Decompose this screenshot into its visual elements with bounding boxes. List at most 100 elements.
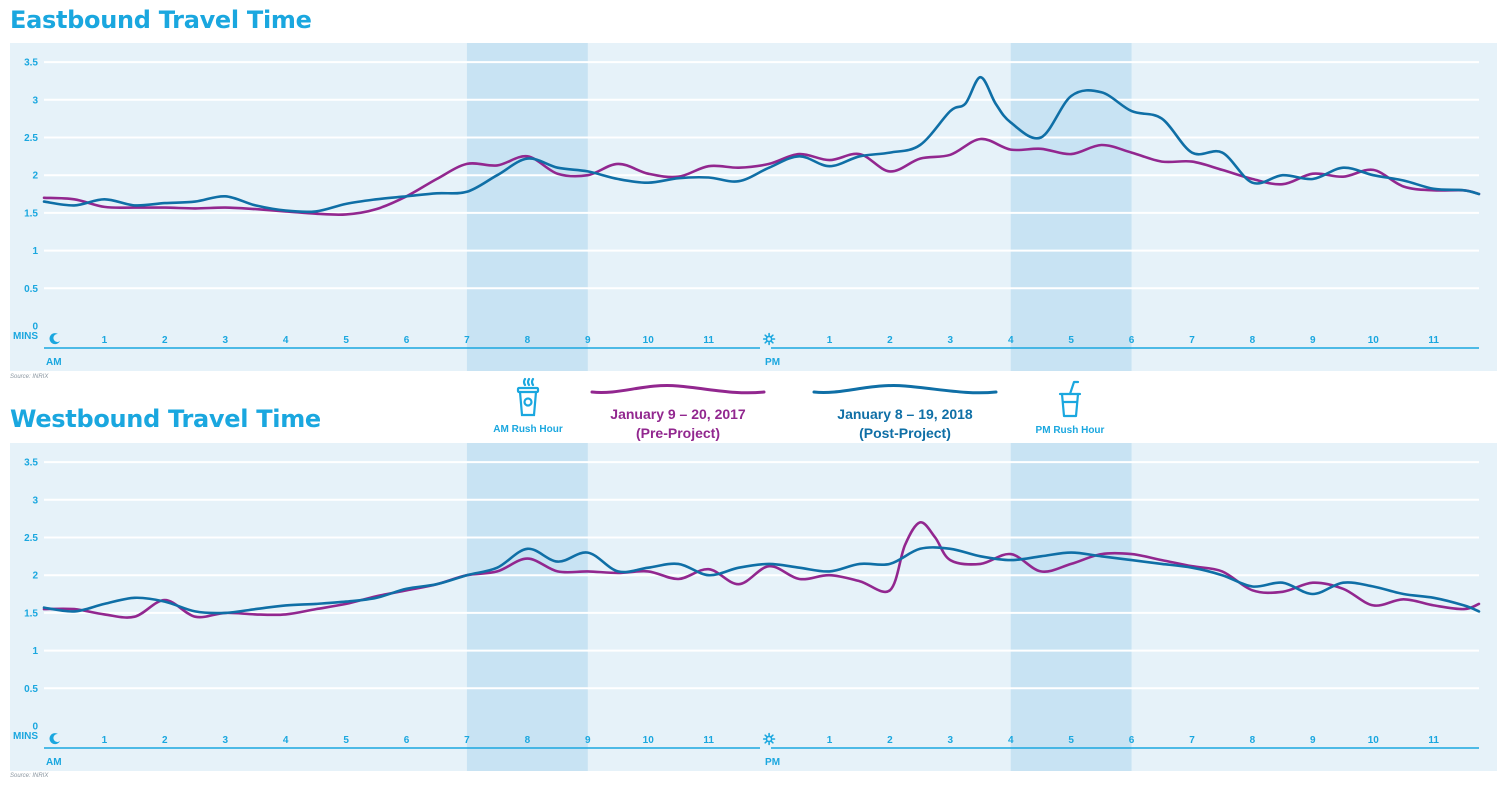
westbound-x-tick-label: 10 bbox=[1368, 735, 1380, 746]
eastbound-y-tick-label: 1.5 bbox=[24, 208, 38, 219]
westbound-pm-label: PM bbox=[765, 757, 780, 768]
eastbound-y-tick-label: 2.5 bbox=[24, 133, 38, 144]
eastbound-x-tick-label: 3 bbox=[222, 335, 228, 346]
westbound-x-tick-label: 8 bbox=[1250, 735, 1256, 746]
eastbound-x-tick-label: 8 bbox=[1250, 335, 1256, 346]
legend-pm-rush-label: PM Rush Hour bbox=[1035, 425, 1105, 436]
westbound-x-tick-label: 5 bbox=[343, 735, 349, 746]
westbound-x-tick-label: 5 bbox=[1068, 735, 1074, 746]
eastbound-y-tick-label: 3 bbox=[32, 95, 38, 106]
eastbound-x-tick-label: 6 bbox=[1129, 335, 1135, 346]
eastbound-am-label: AM bbox=[46, 357, 62, 368]
westbound-chart: 0 0.5 1 1.5 2 2.5 3 3.5 MINS 1 2 3 4 5 6 7 8 9 10 11 1 2 3 4 5 6 7… bbox=[0, 443, 1497, 771]
legend-post-project: January 8 – 19, 2018 (Post-Project) bbox=[812, 380, 998, 443]
westbound-x-tick-label: 9 bbox=[585, 735, 591, 746]
westbound-y-tick-label: 1 bbox=[32, 646, 38, 657]
eastbound-x-tick-label: 1 bbox=[827, 335, 833, 346]
eastbound-y-tick-label: 3.5 bbox=[24, 58, 38, 69]
legend-pre-project: January 9 – 20, 2017 (Pre-Project) bbox=[590, 380, 766, 443]
westbound-y-tick-label: 2.5 bbox=[24, 533, 38, 544]
eastbound-x-tick-label: 11 bbox=[1428, 335, 1439, 346]
legend-post-label-line1: January 8 – 19, 2018 bbox=[837, 406, 973, 422]
soda-cup-icon bbox=[1058, 380, 1082, 418]
eastbound-x-tick-label: 2 bbox=[887, 335, 893, 346]
eastbound-x-tick-label: 3 bbox=[948, 335, 954, 346]
eastbound-chart-title: Eastbound Travel Time bbox=[10, 6, 312, 34]
westbound-x-tick-label: 7 bbox=[464, 735, 470, 746]
eastbound-x-tick-label: 9 bbox=[585, 335, 591, 346]
westbound-y-tick-label: 1.5 bbox=[24, 608, 38, 619]
westbound-x-tick-label: 7 bbox=[1189, 735, 1195, 746]
eastbound-chart: 0 0.5 1 1.5 2 2.5 3 3.5 MINS 1 2 3 4 5 6 7 8 9 10 11 1 2 3 4 5 6 7… bbox=[0, 43, 1497, 371]
westbound-x-tick-label: 8 bbox=[525, 735, 531, 746]
westbound-x-tick-label: 3 bbox=[222, 735, 228, 746]
westbound-x-tick-label: 4 bbox=[283, 735, 289, 746]
westbound-x-tick-label: 6 bbox=[404, 735, 410, 746]
eastbound-x-tick-label: 4 bbox=[283, 335, 289, 346]
eastbound-x-tick-label: 5 bbox=[343, 335, 349, 346]
westbound-x-tick-label: 9 bbox=[1310, 735, 1316, 746]
westbound-x-tick-label: 4 bbox=[1008, 735, 1014, 746]
eastbound-pm-rush-band bbox=[1010, 43, 1132, 371]
westbound-x-tick-label: 3 bbox=[948, 735, 954, 746]
westbound-x-tick-label: 1 bbox=[827, 735, 833, 746]
eastbound-x-tick-label: 2 bbox=[162, 335, 168, 346]
eastbound-y-tick-label: 2 bbox=[32, 171, 38, 182]
eastbound-series-line-post-project bbox=[42, 75, 1481, 214]
eastbound-pm-label: PM bbox=[765, 357, 780, 368]
westbound-x-tick-label: 2 bbox=[162, 735, 168, 746]
eastbound-y-axis-label: MINS bbox=[13, 331, 38, 342]
legend-pm-rush-hour: PM Rush Hour bbox=[1030, 380, 1110, 436]
moon-icon bbox=[49, 333, 60, 345]
westbound-y-tick-label: 0 bbox=[32, 722, 38, 733]
legend-post-label-line2: (Post-Project) bbox=[859, 425, 951, 441]
eastbound-x-tick-label: 7 bbox=[464, 335, 470, 346]
eastbound-y-tick-label: 0 bbox=[32, 322, 38, 333]
legend-am-rush-label: AM Rush Hour bbox=[493, 424, 563, 435]
westbound-plot-background bbox=[10, 443, 1497, 771]
eastbound-source-note: Source: INRIX bbox=[10, 374, 49, 380]
eastbound-x-tick-label: 4 bbox=[1008, 335, 1014, 346]
moon-icon bbox=[49, 733, 60, 745]
westbound-x-tick-label: 11 bbox=[1428, 735, 1439, 746]
westbound-chart-title: Westbound Travel Time bbox=[10, 405, 321, 433]
westbound-x-tick-label: 6 bbox=[1129, 735, 1135, 746]
eastbound-am-rush-band bbox=[466, 43, 588, 371]
eastbound-x-tick-label: 6 bbox=[404, 335, 410, 346]
westbound-y-tick-label: 2 bbox=[32, 571, 38, 582]
eastbound-x-tick-label: 9 bbox=[1310, 335, 1316, 346]
eastbound-x-tick-label: 5 bbox=[1068, 335, 1074, 346]
eastbound-y-tick-label: 1 bbox=[32, 246, 38, 257]
westbound-x-tick-label: 1 bbox=[102, 735, 108, 746]
eastbound-x-tick-label: 8 bbox=[525, 335, 531, 346]
legend-am-rush-hour: AM Rush Hour bbox=[488, 377, 568, 435]
westbound-pm-rush-band bbox=[1010, 443, 1132, 771]
eastbound-x-tick-label: 11 bbox=[703, 335, 714, 346]
eastbound-y-tick-label: 0.5 bbox=[24, 284, 38, 295]
legend-pre-label-line2: (Pre-Project) bbox=[635, 425, 721, 441]
eastbound-x-tick-label: 10 bbox=[1368, 335, 1380, 346]
eastbound-x-tick-label: 1 bbox=[102, 335, 108, 346]
legend-post-line-swatch bbox=[812, 384, 998, 395]
westbound-source-note: Source: INRIX bbox=[10, 773, 49, 779]
westbound-y-tick-label: 3.5 bbox=[24, 458, 38, 469]
coffee-cup-icon bbox=[516, 377, 540, 417]
westbound-x-tick-label: 11 bbox=[703, 735, 714, 746]
sun-icon bbox=[762, 732, 776, 746]
westbound-am-label: AM bbox=[46, 757, 62, 768]
westbound-series-line-pre-project bbox=[42, 521, 1481, 619]
westbound-y-tick-label: 3 bbox=[32, 495, 38, 506]
legend-pre-line-swatch bbox=[590, 384, 766, 395]
eastbound-x-tick-label: 7 bbox=[1189, 335, 1195, 346]
legend-pre-label-line1: January 9 – 20, 2017 bbox=[610, 406, 746, 422]
westbound-x-tick-label: 10 bbox=[643, 735, 655, 746]
westbound-x-tick-label: 2 bbox=[887, 735, 893, 746]
westbound-am-rush-band bbox=[466, 443, 588, 771]
westbound-y-tick-label: 0.5 bbox=[24, 684, 38, 695]
sun-icon bbox=[762, 332, 776, 346]
westbound-series-line-post-project bbox=[42, 546, 1481, 615]
westbound-y-axis-label: MINS bbox=[13, 731, 38, 742]
eastbound-x-tick-label: 10 bbox=[643, 335, 655, 346]
